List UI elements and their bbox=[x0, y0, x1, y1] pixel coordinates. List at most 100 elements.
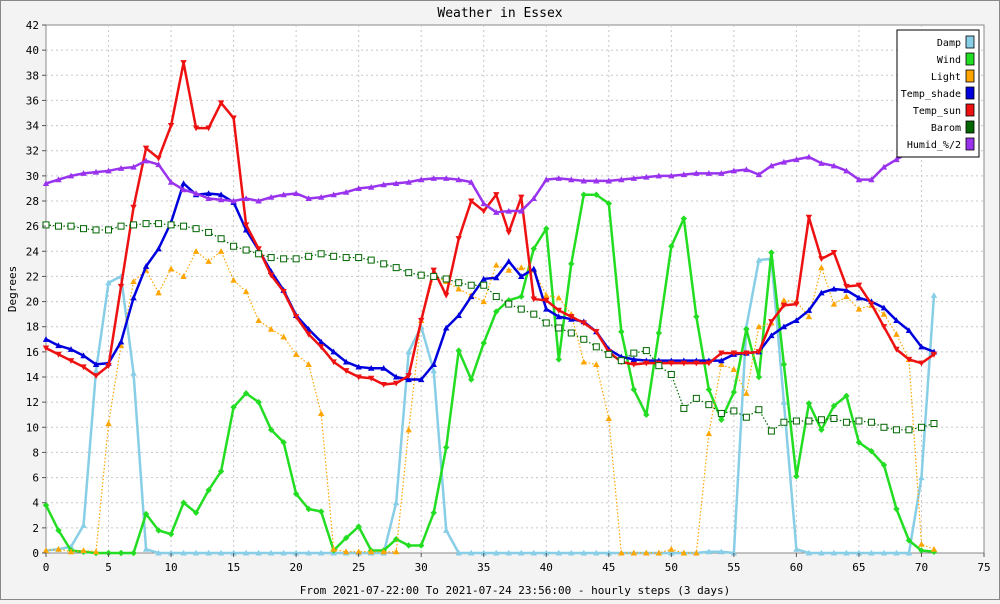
data-point-barom bbox=[55, 222, 63, 230]
data-point-barom bbox=[80, 225, 88, 233]
y-tick-label: 24 bbox=[26, 245, 40, 258]
data-point-light bbox=[518, 264, 525, 271]
data-point-barom bbox=[117, 222, 125, 230]
data-point-humid-2 bbox=[505, 207, 512, 214]
data-point-temp-shade bbox=[117, 338, 125, 345]
x-tick-label: 35 bbox=[477, 561, 490, 574]
y-axis-label: Degrees bbox=[6, 266, 19, 312]
legend-swatch-wind bbox=[965, 52, 975, 66]
data-point-temp-sun bbox=[430, 267, 437, 274]
y-tick-label: 42 bbox=[26, 19, 39, 32]
data-point-humid-2 bbox=[893, 156, 900, 163]
series-line-humid-2 bbox=[45, 145, 935, 214]
legend-box bbox=[896, 29, 980, 158]
data-point-temp-shade bbox=[855, 294, 863, 301]
data-point-light bbox=[830, 300, 838, 307]
data-point-barom bbox=[567, 329, 575, 337]
data-point-wind bbox=[855, 439, 863, 446]
data-point-light bbox=[380, 548, 387, 555]
y-tick-label: 14 bbox=[26, 371, 40, 384]
legend-label-damp: Damp bbox=[937, 38, 961, 49]
data-point-light bbox=[643, 549, 650, 556]
data-point-light bbox=[217, 248, 225, 254]
data-point-wind bbox=[217, 468, 225, 475]
data-point-barom bbox=[280, 255, 288, 263]
data-point-temp-sun bbox=[55, 351, 62, 358]
data-point-wind bbox=[142, 510, 150, 518]
data-point-humid-2 bbox=[630, 175, 638, 181]
data-point-barom bbox=[630, 349, 638, 357]
chart-title: Weather in Essex bbox=[437, 6, 562, 21]
data-point-light bbox=[855, 305, 863, 312]
data-point-temp-sun bbox=[255, 246, 262, 252]
x-tick-label: 30 bbox=[415, 561, 428, 574]
data-point-humid-2 bbox=[805, 153, 813, 160]
data-point-damp bbox=[818, 549, 825, 556]
data-point-humid-2 bbox=[718, 170, 725, 176]
data-point-temp-sun bbox=[918, 360, 925, 367]
data-point-damp bbox=[880, 549, 888, 556]
data-point-light bbox=[593, 361, 600, 367]
data-point-light bbox=[317, 410, 325, 417]
legend-label-light: Light bbox=[931, 72, 961, 83]
y-tick-label: 32 bbox=[26, 145, 39, 158]
data-point-damp bbox=[718, 548, 725, 555]
data-point-temp-sun bbox=[330, 359, 337, 366]
data-point-humid-2 bbox=[180, 186, 187, 193]
data-point-light bbox=[105, 420, 112, 427]
data-point-barom bbox=[917, 423, 925, 431]
data-point-light bbox=[805, 313, 813, 320]
data-point-wind bbox=[580, 191, 587, 198]
data-point-barom bbox=[230, 242, 238, 250]
data-point-humid-2 bbox=[605, 177, 612, 184]
data-point-temp-sun bbox=[205, 125, 212, 132]
data-point-light bbox=[180, 273, 187, 279]
data-point-temp-shade bbox=[130, 294, 137, 301]
data-point-wind bbox=[230, 403, 237, 411]
data-point-temp-sun bbox=[668, 360, 675, 367]
data-point-barom bbox=[405, 269, 413, 277]
data-point-barom bbox=[342, 254, 350, 262]
data-point-temp-sun bbox=[480, 208, 487, 215]
data-point-wind bbox=[292, 490, 300, 498]
data-point-temp-sun bbox=[80, 364, 87, 371]
data-point-wind bbox=[468, 376, 475, 383]
data-point-temp-shade bbox=[392, 373, 400, 380]
data-point-temp-shade bbox=[818, 289, 825, 296]
data-point-temp-shade bbox=[380, 365, 387, 371]
data-point-temp-shade bbox=[242, 226, 250, 233]
data-point-humid-2 bbox=[392, 180, 400, 186]
data-point-light bbox=[655, 549, 663, 556]
data-point-light bbox=[455, 285, 462, 292]
data-point-wind bbox=[868, 447, 875, 455]
data-point-wind bbox=[342, 534, 350, 542]
legend-swatch-light bbox=[965, 69, 975, 83]
data-point-light bbox=[605, 415, 612, 422]
data-point-temp-sun bbox=[893, 346, 900, 353]
y-tick-label: 18 bbox=[26, 321, 39, 334]
data-point-damp bbox=[505, 549, 512, 556]
data-point-temp-shade bbox=[330, 348, 337, 355]
x-tick-label: 50 bbox=[665, 561, 678, 574]
data-point-humid-2 bbox=[167, 178, 175, 185]
data-point-humid-2 bbox=[255, 197, 262, 204]
data-point-humid-2 bbox=[830, 162, 838, 169]
data-point-barom bbox=[242, 246, 250, 254]
data-point-temp-shade bbox=[155, 245, 162, 252]
data-point-light bbox=[718, 361, 725, 367]
data-point-humid-2 bbox=[205, 195, 212, 202]
data-point-light bbox=[755, 323, 763, 330]
data-point-temp-sun bbox=[705, 360, 713, 367]
data-point-light bbox=[493, 261, 500, 268]
data-point-barom bbox=[367, 256, 375, 264]
data-point-damp bbox=[605, 549, 612, 556]
data-point-temp-sun bbox=[468, 198, 475, 205]
data-point-barom bbox=[580, 335, 588, 343]
data-point-wind bbox=[167, 530, 175, 538]
data-point-damp bbox=[92, 367, 100, 374]
data-point-damp bbox=[868, 549, 875, 556]
data-point-light bbox=[330, 546, 337, 552]
data-point-light bbox=[367, 548, 375, 555]
data-point-temp-shade bbox=[418, 376, 425, 383]
data-point-wind bbox=[55, 527, 62, 534]
